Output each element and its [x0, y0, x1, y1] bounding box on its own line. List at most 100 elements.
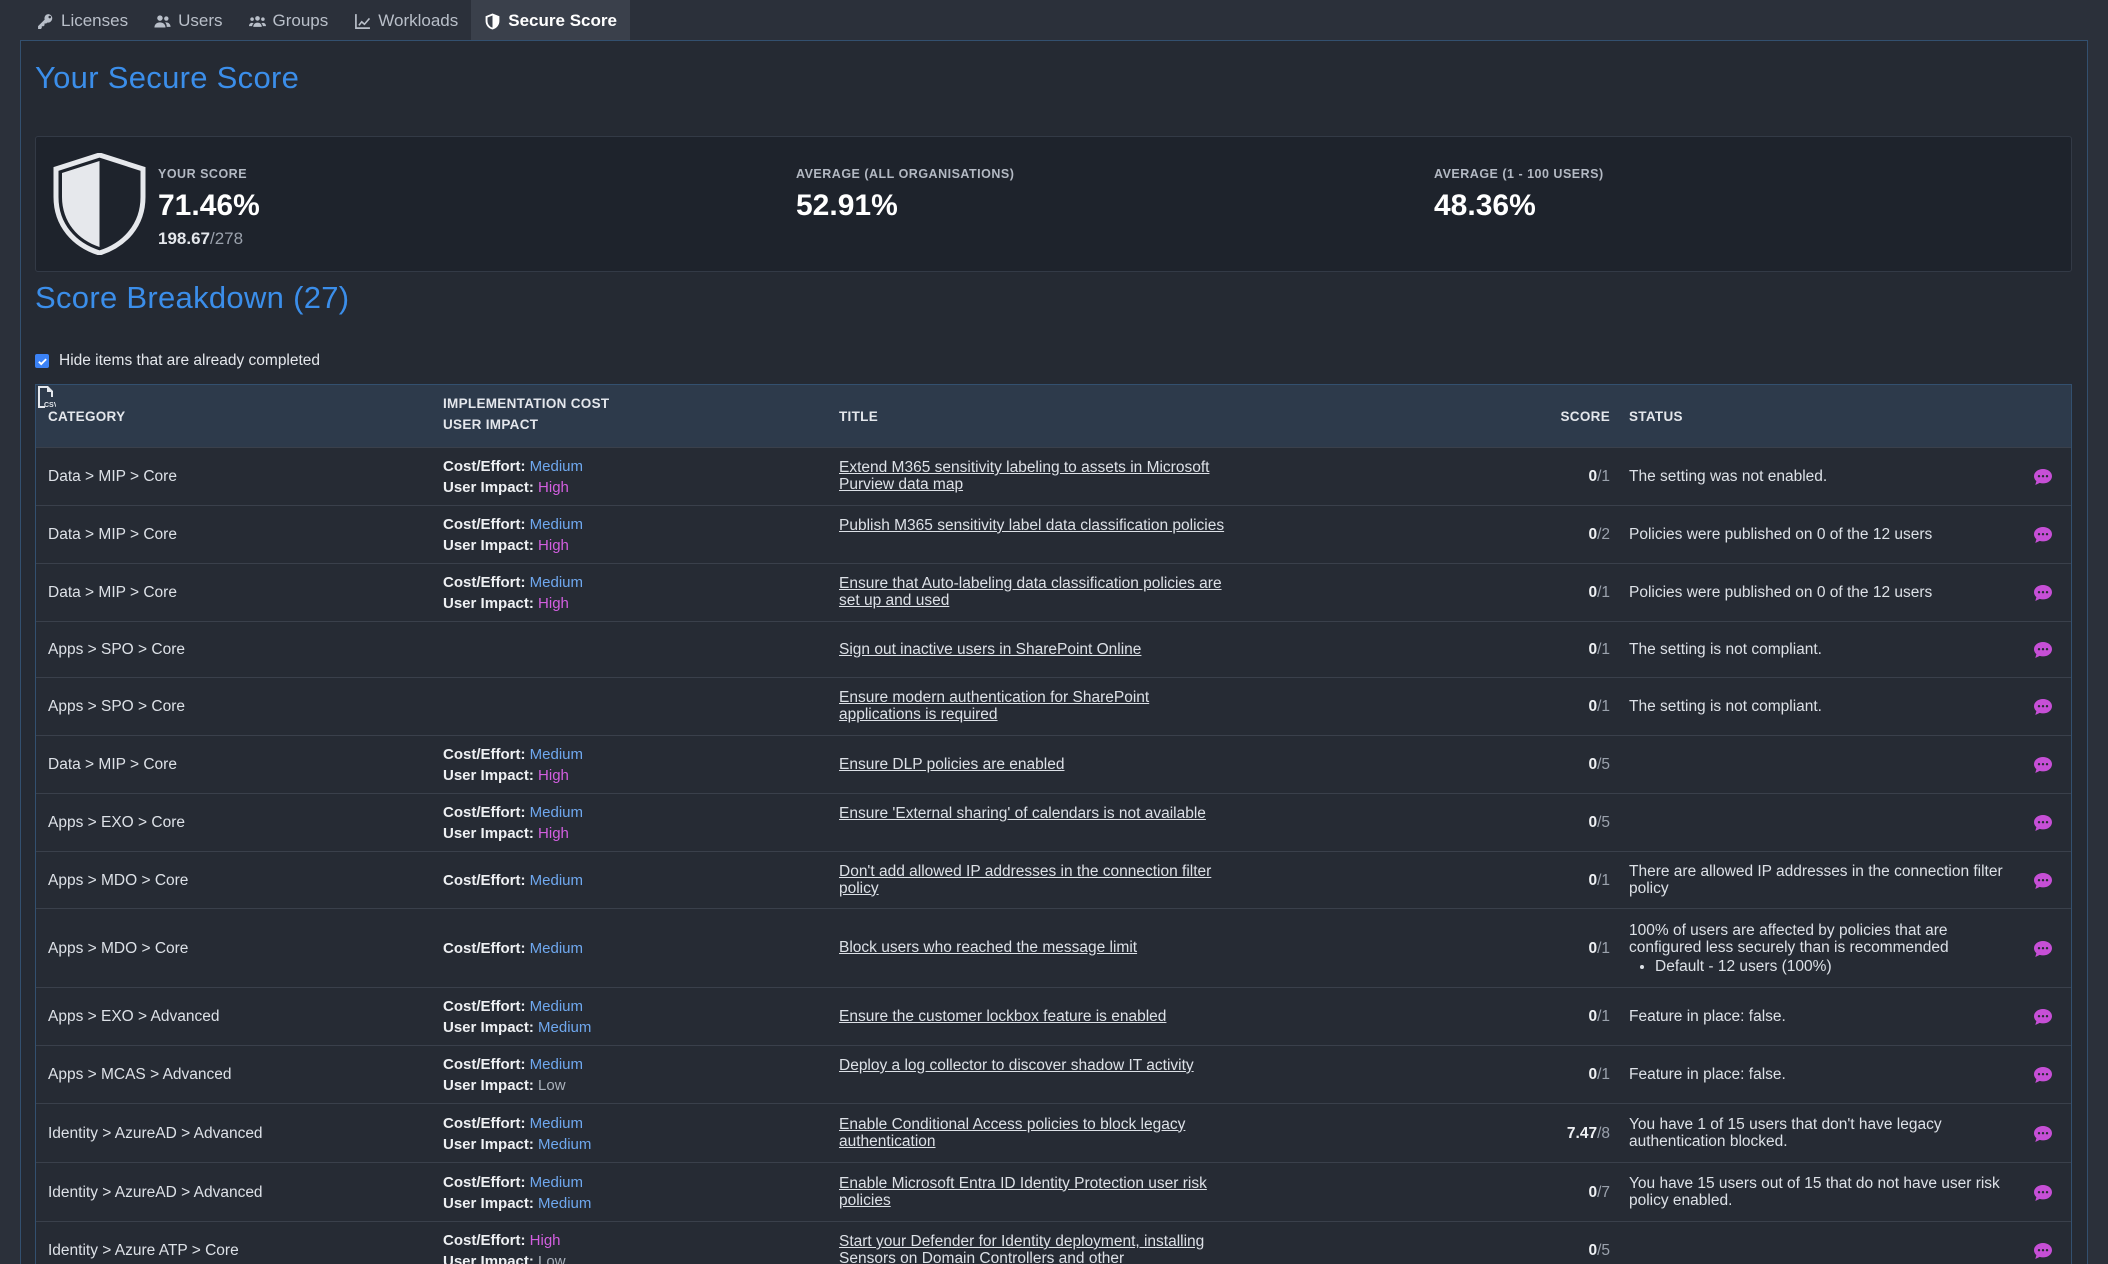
- row-title-link[interactable]: Sign out inactive users in SharePoint On…: [839, 640, 1142, 658]
- row-status: Feature in place: false.: [1629, 1066, 2019, 1083]
- score-max: /1: [1597, 939, 1610, 957]
- comment-icon[interactable]: [2033, 468, 2053, 486]
- page-title: Your Secure Score: [35, 60, 300, 95]
- csv-export-icon[interactable]: CSV: [36, 385, 59, 409]
- table-row: Identity > AzureAD > Advanced Cost/Effort…: [36, 1162, 2071, 1221]
- table-row: Apps > MDO > Core Cost/Effort: Medium Bloc…: [36, 908, 2071, 987]
- svg-text:CSV: CSV: [44, 402, 56, 409]
- status-text: You have 1 of 15 users that don't have l…: [1629, 1115, 1942, 1150]
- impact-label: User Impact:: [443, 1077, 534, 1094]
- comment-icon[interactable]: [2033, 814, 2053, 832]
- hide-completed-checkbox[interactable]: [35, 354, 49, 368]
- row-title-link[interactable]: Publish M365 sensitivity label data clas…: [839, 517, 1225, 534]
- status-text: There are allowed IP addresses in the co…: [1629, 862, 2003, 897]
- cost-value: Medium: [529, 746, 584, 763]
- row-category: Apps > SPO > Core: [48, 641, 185, 658]
- score-max: /8: [1597, 1124, 1610, 1142]
- comment-icon[interactable]: [2033, 584, 2053, 602]
- tab-workloads[interactable]: Workloads: [341, 0, 471, 42]
- comment-icon[interactable]: [2033, 1184, 2053, 1202]
- score-value: 0: [1588, 1183, 1598, 1201]
- row-category: Data > MIP > Core: [48, 526, 177, 543]
- row-cost-impact: Cost/Effort: Medium User Impact: High: [443, 572, 583, 614]
- row-score: 0/5: [1588, 756, 1610, 774]
- tab-secure-score[interactable]: Secure Score: [471, 0, 630, 42]
- cost-label: Cost/Effort:: [443, 516, 526, 533]
- comment-icon[interactable]: [2033, 940, 2053, 958]
- col-impl-cost[interactable]: IMPLEMENTATION COST: [443, 396, 610, 411]
- row-category: Apps > EXO > Core: [48, 814, 185, 831]
- row-title-link[interactable]: Deploy a log collector to discover shado…: [839, 1057, 1194, 1074]
- comment-icon[interactable]: [2033, 1008, 2053, 1026]
- row-score: 0/1: [1588, 872, 1610, 890]
- score-value: 0: [1588, 871, 1598, 889]
- checkmark-icon: [37, 357, 47, 365]
- row-title-link[interactable]: Ensure the customer lockbox feature is e…: [839, 1007, 1167, 1025]
- your-score: YOUR SCORE 71.46% 198.67/278: [158, 167, 260, 249]
- row-title-link[interactable]: Enable Microsoft Entra ID Identity Prote…: [839, 1174, 1207, 1209]
- row-title-link[interactable]: Ensure 'External sharing' of calendars i…: [839, 805, 1206, 822]
- row-score: 0/5: [1588, 814, 1610, 832]
- comment-icon[interactable]: [2033, 698, 2053, 716]
- score-max: /5: [1597, 814, 1610, 831]
- cost-line: Cost/Effort: Medium: [443, 572, 583, 593]
- row-score: 0/1: [1588, 940, 1610, 958]
- comment-icon[interactable]: [2033, 526, 2053, 544]
- impact-label: User Impact:: [443, 1253, 534, 1264]
- comment-icon[interactable]: [2033, 872, 2053, 890]
- cost-value: Medium: [529, 872, 584, 889]
- row-category: Data > MIP > Core: [48, 756, 177, 773]
- row-score: 0/1: [1588, 584, 1610, 602]
- cost-value: Medium: [529, 574, 584, 591]
- row-title-link[interactable]: Don't add allowed IP addresses in the co…: [839, 862, 1212, 897]
- impact-line: User Impact: Medium: [443, 1134, 591, 1155]
- tab-users[interactable]: Users: [141, 0, 235, 42]
- col-category[interactable]: CATEGORY: [48, 409, 126, 424]
- col-score[interactable]: SCORE: [1560, 409, 1610, 424]
- status-list-item: Default - 12 users (100%): [1655, 958, 2019, 975]
- status-text: Feature in place: false.: [1629, 1065, 1786, 1083]
- row-score: 0/1: [1588, 1066, 1610, 1084]
- avg-small-value: 48.36%: [1434, 189, 1536, 222]
- comment-icon[interactable]: [2033, 1125, 2053, 1143]
- cost-value: High: [529, 1232, 561, 1249]
- score-value: 0: [1588, 698, 1598, 715]
- row-title-link[interactable]: Extend M365 sensitivity labeling to asse…: [839, 459, 1210, 493]
- impact-value: High: [538, 767, 569, 784]
- row-title-link[interactable]: Ensure modern authentication for SharePo…: [839, 689, 1150, 723]
- comment-icon[interactable]: [2033, 756, 2053, 774]
- impact-value: High: [538, 595, 569, 612]
- comment-icon[interactable]: [2033, 1242, 2053, 1260]
- row-title-link[interactable]: Ensure DLP policies are enabled: [839, 755, 1065, 773]
- status-text: The setting is not compliant.: [1629, 697, 1822, 715]
- row-category: Apps > MDO > Core: [48, 939, 189, 957]
- row-title-link[interactable]: Ensure that Auto-labeling data classific…: [839, 575, 1222, 609]
- comment-icon[interactable]: [2033, 641, 2053, 659]
- table-row: Identity > AzureAD > Advanced Cost/Effort…: [36, 1103, 2071, 1162]
- score-max: /1: [1597, 1066, 1610, 1083]
- tab-groups[interactable]: Groups: [236, 0, 342, 42]
- table-row: Apps > MCAS > Advanced Cost/Effort: Mediu…: [36, 1045, 2071, 1103]
- comment-icon[interactable]: [2033, 1066, 2053, 1084]
- cost-line: Cost/Effort: Medium: [443, 802, 583, 823]
- cost-label: Cost/Effort:: [443, 1114, 526, 1132]
- row-title-link[interactable]: Block users who reached the message limi…: [839, 939, 1138, 956]
- row-title-link[interactable]: Enable Conditional Access policies to bl…: [839, 1115, 1186, 1150]
- score-max: /1: [1597, 698, 1610, 715]
- table-row: Data > MIP > Core Cost/Effort: Medium User…: [36, 505, 2071, 563]
- row-title-link[interactable]: Start your Defender for Identity deploym…: [839, 1233, 1205, 1264]
- breakdown-title: Score Breakdown (27): [35, 280, 350, 315]
- cost-line: Cost/Effort: Medium: [443, 1054, 583, 1075]
- impact-value: High: [538, 537, 569, 554]
- status-text: Policies were published on 0 of the 12 u…: [1629, 583, 1933, 601]
- row-status: There are allowed IP addresses in the co…: [1629, 863, 2019, 897]
- cost-line: Cost/Effort: Medium: [443, 1113, 591, 1134]
- hide-completed-toggle: Hide items that are already completed: [35, 352, 320, 370]
- avg-all-value: 52.91%: [796, 189, 898, 222]
- col-status[interactable]: STATUS: [1629, 409, 1683, 424]
- tab-licenses[interactable]: Licenses: [24, 0, 141, 42]
- col-user-impact[interactable]: USER IMPACT: [443, 417, 539, 432]
- row-category: Apps > EXO > Advanced: [48, 1008, 220, 1025]
- table-row: Apps > EXO > Advanced Cost/Effort: Medium…: [36, 987, 2071, 1045]
- col-title[interactable]: TITLE: [839, 409, 878, 424]
